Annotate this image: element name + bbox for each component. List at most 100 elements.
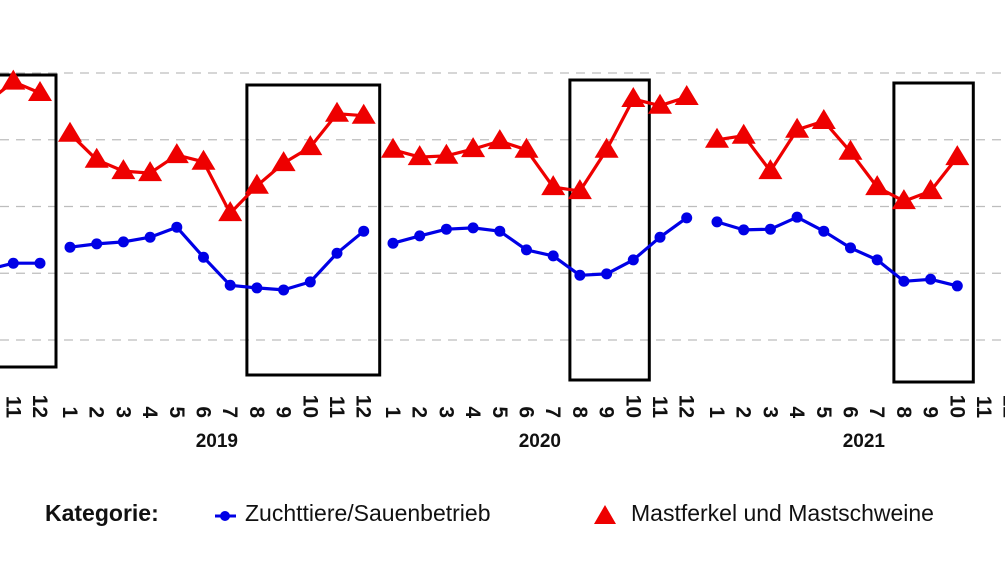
data-point-circle [845, 242, 856, 254]
data-point-circle [7, 257, 19, 269]
x-tick-label: 2 [408, 406, 431, 418]
x-tick-label: 1 [381, 406, 404, 418]
data-point-circle [224, 279, 236, 291]
data-point-triangle [514, 137, 539, 158]
x-tick-label: 4 [461, 406, 484, 418]
x-tick-label: 11 [972, 396, 995, 419]
highlight-boxes [0, 73, 975, 384]
data-point-triangle [891, 189, 916, 210]
x-tick-label: 11 [648, 396, 671, 419]
x-tick-label: 10 [621, 395, 644, 418]
legend: Kategorie: Zuchttiere/Sauenbetrieb Mastf… [45, 500, 934, 526]
data-point-circle [387, 237, 399, 249]
x-tick-label: 3 [111, 406, 134, 418]
legend-triangle-marker [594, 505, 616, 524]
data-point-triangle [351, 103, 376, 124]
x-tick-label: 4 [785, 406, 808, 418]
data-point-triangle [434, 143, 459, 164]
x-tick-label: 7 [218, 406, 241, 418]
data-point-triangle [407, 145, 432, 166]
data-point-triangle [58, 121, 82, 142]
x-tick-label: 1 [705, 406, 728, 418]
x-tick-label: 12 [675, 395, 698, 418]
data-point-triangle [648, 93, 672, 114]
x-tick-label: 8 [245, 406, 268, 418]
data-point-triangle [621, 87, 646, 108]
data-point-triangle [191, 149, 216, 170]
data-point-circle [304, 276, 316, 288]
highlight-box-2018 [0, 73, 58, 369]
series-line-1-2020 [392, 95, 688, 193]
data-point-triangle [271, 151, 296, 172]
x-tick-label: 5 [488, 406, 511, 418]
data-point-circle [278, 284, 290, 296]
series-line-0-2021 [716, 215, 958, 288]
series-line-0-2020 [392, 216, 688, 277]
x-tick-label: 6 [192, 406, 215, 418]
series-line-0-2019 [69, 225, 365, 292]
data-point-triangle [838, 139, 863, 160]
data-point-circle [91, 238, 103, 250]
data-point-circle [440, 223, 452, 235]
x-tick-label: 8 [892, 406, 915, 418]
data-point-circle [681, 212, 693, 224]
x-tick-label: 1 [58, 406, 81, 418]
x-tick-label: 7 [541, 406, 564, 418]
x-tick-label: 12 [999, 395, 1005, 418]
data-point-triangle [164, 143, 189, 164]
series-line-0-2018 [0, 261, 40, 269]
legend-title: Kategorie: [45, 500, 159, 526]
data-point-circle [898, 275, 910, 287]
data-point-circle [925, 273, 937, 285]
x-tick-label: 7 [865, 406, 888, 418]
year-label-2019: 2019 [196, 431, 238, 452]
x-tick-label: 2 [85, 406, 108, 418]
data-point-triangle [111, 159, 136, 180]
data-point-circle [144, 231, 156, 243]
data-point-triangle [1, 69, 26, 90]
data-point-triangle [594, 137, 619, 158]
year-label-2020: 2020 [519, 431, 561, 452]
data-point-circle [34, 257, 46, 269]
data-point-triangle [461, 137, 486, 158]
legend-item-zuchttiere: Zuchttiere/Sauenbetrieb [215, 500, 491, 526]
legend-label-zuchttiere: Zuchttiere/Sauenbetrieb [245, 500, 491, 526]
highlight-box-2020 [568, 78, 651, 382]
data-point-triangle [731, 123, 756, 144]
highlight-box-2019 [245, 83, 382, 377]
x-tick-label: 10 [298, 395, 321, 418]
x-tick-label: 9 [595, 406, 618, 418]
x-tick-label: 5 [165, 406, 188, 418]
x-tick-label: 11 [1, 396, 24, 419]
year-labels: 2019 2020 2021 [196, 431, 886, 452]
data-point-triangle [758, 159, 783, 180]
highlight-box-2021 [892, 81, 975, 384]
x-tick-label: 3 [434, 406, 457, 418]
x-tick-label: 2 [732, 406, 755, 418]
x-tick-label: 3 [758, 406, 781, 418]
x-tick-label: 9 [272, 406, 295, 418]
x-tick-label: 6 [515, 406, 538, 418]
data-point-circle [414, 230, 426, 242]
x-tick-label: 10 [945, 395, 968, 418]
series-line-1-2019 [68, 112, 364, 215]
legend-label-mastferkel: Mastferkel und Mastschweine [631, 500, 934, 526]
legend-item-mastferkel: Mastferkel und Mastschweine [594, 500, 934, 526]
data-point-circle [871, 254, 883, 266]
data-point-triangle [28, 81, 52, 102]
data-point-circle [547, 250, 559, 262]
data-point-triangle [918, 179, 943, 200]
data-point-circle [601, 268, 613, 280]
data-point-triangle [785, 117, 810, 138]
x-tick-label: 5 [812, 406, 835, 418]
data-point-circle [711, 216, 723, 228]
x-tick-label: 6 [839, 406, 862, 418]
x-tick-label: 9 [919, 406, 942, 418]
data-point-triangle [138, 161, 163, 182]
data-point-triangle [567, 179, 592, 200]
data-point-triangle [945, 145, 970, 166]
x-tick-label: 11 [325, 396, 348, 419]
series-lines [0, 69, 970, 296]
series-line-1-2021 [716, 119, 959, 203]
data-point-circle [198, 251, 209, 263]
